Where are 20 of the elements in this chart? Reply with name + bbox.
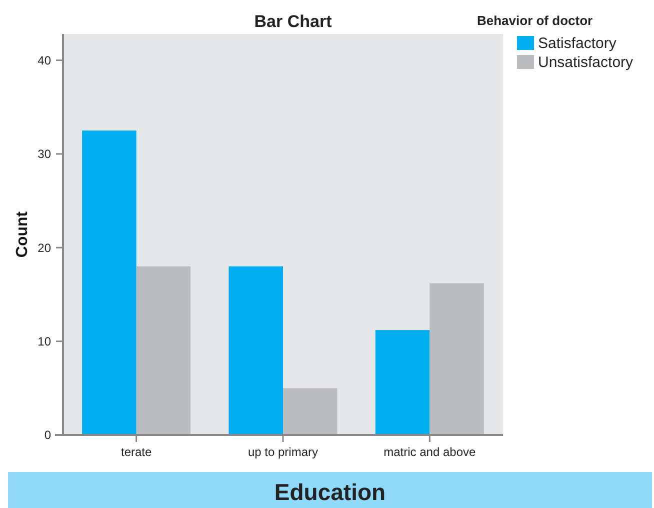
y-tick-label: 0 — [44, 428, 52, 442]
legend-label: Satisfactory — [538, 35, 617, 52]
y-tick-label: 30 — [38, 147, 52, 162]
bar — [136, 266, 191, 435]
bar — [228, 266, 283, 435]
y-tick-label: 20 — [38, 240, 52, 255]
x-tick-label: terate — [120, 445, 152, 459]
legend-label: Unsatisfactory — [538, 54, 634, 71]
chart-title: Bar Chart — [254, 12, 332, 31]
x-tick-label: up to primary — [248, 445, 318, 459]
bar — [82, 130, 136, 435]
y-axis-title: Count — [14, 210, 31, 258]
x-axis-title: Education — [274, 479, 386, 505]
bar — [375, 330, 430, 435]
bar — [283, 388, 338, 435]
bar — [430, 283, 484, 435]
legend-title: Behavior of doctor — [477, 13, 593, 28]
x-tick-label: matric and above — [384, 445, 476, 459]
y-tick-label: 10 — [38, 334, 52, 349]
y-tick-label: 40 — [38, 53, 52, 68]
